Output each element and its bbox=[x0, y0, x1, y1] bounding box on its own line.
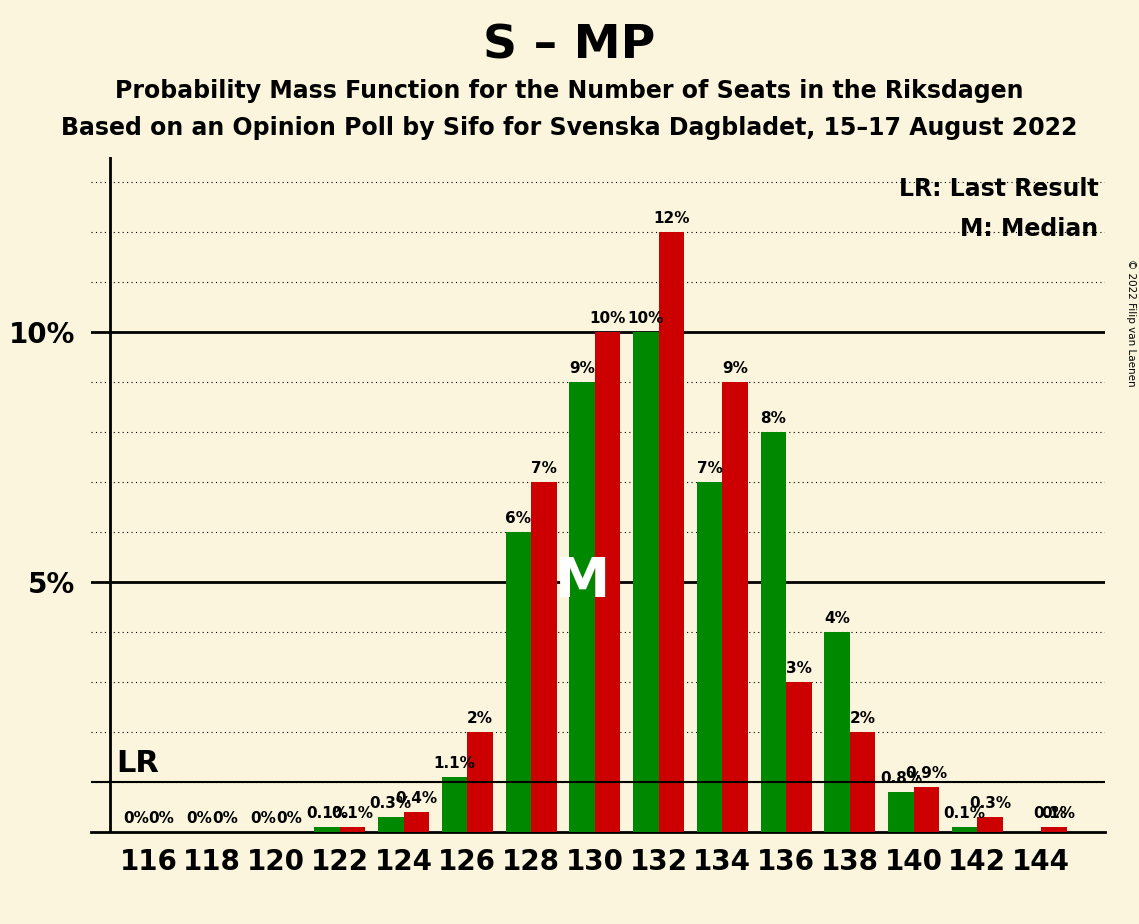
Text: 2%: 2% bbox=[850, 711, 876, 725]
Bar bbox=[595, 332, 621, 832]
Text: 0%: 0% bbox=[148, 810, 174, 826]
Bar bbox=[977, 817, 1002, 832]
Bar bbox=[314, 827, 339, 832]
Text: 0%: 0% bbox=[212, 810, 238, 826]
Bar bbox=[633, 332, 658, 832]
Text: M: M bbox=[555, 554, 609, 609]
Bar bbox=[786, 682, 812, 832]
Bar bbox=[570, 382, 595, 832]
Bar bbox=[658, 232, 685, 832]
Text: © 2022 Filip van Laenen: © 2022 Filip van Laenen bbox=[1126, 259, 1136, 386]
Text: 9%: 9% bbox=[722, 361, 748, 376]
Bar bbox=[825, 632, 850, 832]
Text: 0.1%: 0.1% bbox=[1033, 806, 1075, 821]
Text: 7%: 7% bbox=[697, 461, 722, 476]
Text: 0.3%: 0.3% bbox=[370, 796, 412, 810]
Bar bbox=[1041, 827, 1066, 832]
Bar bbox=[888, 792, 913, 832]
Bar bbox=[467, 732, 493, 832]
Text: 12%: 12% bbox=[653, 211, 689, 226]
Bar bbox=[339, 827, 366, 832]
Text: 0.9%: 0.9% bbox=[906, 766, 948, 781]
Text: 3%: 3% bbox=[786, 661, 812, 675]
Text: 0%: 0% bbox=[123, 810, 149, 826]
Text: 7%: 7% bbox=[531, 461, 557, 476]
Text: 0.8%: 0.8% bbox=[879, 771, 921, 785]
Text: 0%: 0% bbox=[187, 810, 213, 826]
Text: 1.1%: 1.1% bbox=[434, 756, 475, 771]
Bar bbox=[506, 532, 531, 832]
Text: 0.3%: 0.3% bbox=[969, 796, 1011, 810]
Text: 0%: 0% bbox=[251, 810, 276, 826]
Bar bbox=[697, 481, 722, 832]
Text: 10%: 10% bbox=[628, 311, 664, 326]
Bar bbox=[531, 481, 557, 832]
Text: 10%: 10% bbox=[589, 311, 625, 326]
Text: Based on an Opinion Poll by Sifo for Svenska Dagbladet, 15–17 August 2022: Based on an Opinion Poll by Sifo for Sve… bbox=[62, 116, 1077, 140]
Text: 0.1%: 0.1% bbox=[331, 806, 374, 821]
Text: Probability Mass Function for the Number of Seats in the Riksdagen: Probability Mass Function for the Number… bbox=[115, 79, 1024, 103]
Bar bbox=[378, 817, 403, 832]
Text: LR: LR bbox=[116, 748, 159, 778]
Text: 2%: 2% bbox=[467, 711, 493, 725]
Bar bbox=[850, 732, 875, 832]
Text: S – MP: S – MP bbox=[483, 23, 656, 68]
Text: 0.1%: 0.1% bbox=[943, 806, 985, 821]
Bar bbox=[403, 811, 429, 832]
Text: 4%: 4% bbox=[825, 611, 850, 626]
Text: 0.1%: 0.1% bbox=[306, 806, 349, 821]
Bar bbox=[761, 432, 786, 832]
Bar bbox=[913, 786, 939, 832]
Bar bbox=[442, 777, 467, 832]
Text: 8%: 8% bbox=[761, 411, 786, 426]
Text: 0%: 0% bbox=[1041, 806, 1067, 821]
Text: 0%: 0% bbox=[276, 810, 302, 826]
Text: M: Median: M: Median bbox=[960, 217, 1098, 241]
Text: 0.4%: 0.4% bbox=[395, 791, 437, 806]
Bar bbox=[722, 382, 748, 832]
Text: 9%: 9% bbox=[570, 361, 595, 376]
Text: LR: Last Result: LR: Last Result bbox=[899, 177, 1098, 201]
Text: 6%: 6% bbox=[506, 511, 531, 526]
Bar bbox=[952, 827, 977, 832]
